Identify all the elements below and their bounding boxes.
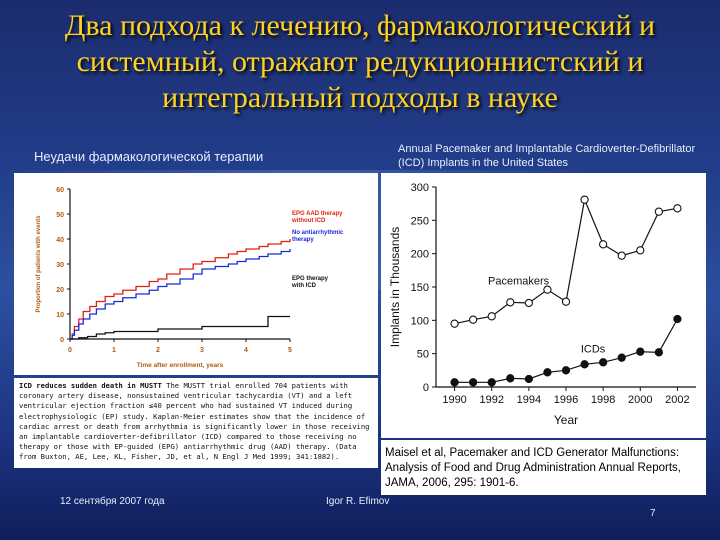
footer-date: 12 сентября 2007 года <box>60 496 165 507</box>
data-point-pacemakers <box>673 204 682 213</box>
x-tick-label: 2 <box>156 347 160 354</box>
data-point-pacemakers <box>487 312 496 321</box>
data-point-icds <box>561 366 571 375</box>
x-tick-label: 1996 <box>554 394 578 406</box>
y-tick-label: 40 <box>56 237 64 244</box>
y-tick-label: 30 <box>56 262 64 269</box>
series-label-1: EPG AAD therapy without ICD <box>291 211 343 224</box>
footer-author: Igor R. Efimov <box>326 496 390 507</box>
y-tick-label: 10 <box>56 312 64 319</box>
page-number: 7 <box>650 508 656 519</box>
data-point-pacemakers <box>524 298 534 308</box>
data-point-pacemakers <box>543 285 552 294</box>
y-axis-label: Implants in Thousands <box>388 227 402 348</box>
data-point-pacemakers <box>450 319 459 328</box>
data-point-icds <box>450 378 459 387</box>
data-point-icds <box>543 368 552 377</box>
data-point-icds <box>617 353 626 362</box>
mustt-body: The MUSTT trial enrolled 704 patients wi… <box>19 381 370 462</box>
mustt-description: ICD reduces sudden death in MUSTT The MU… <box>14 378 378 468</box>
data-point-icds <box>580 360 589 369</box>
y-tick-label: 100 <box>411 315 429 327</box>
data-point-pacemakers <box>654 207 664 216</box>
y-axis-label: Proportion of patients with events <box>36 215 42 313</box>
data-point-icds <box>506 374 515 383</box>
y-tick-label: 50 <box>417 349 429 361</box>
data-point-pacemakers <box>598 240 608 249</box>
y-tick-label: 0 <box>60 337 64 344</box>
y-tick-label: 150 <box>411 282 429 294</box>
kaplan-meier-chart-panel: 0 10 20 30 40 50 60 0 1 2 3 4 5 Time after enrollment… <box>14 173 378 375</box>
data-point-pacemakers <box>617 251 626 260</box>
data-point-pacemakers <box>636 246 645 255</box>
km-curve-1 <box>70 239 291 340</box>
data-point-icds <box>524 374 534 384</box>
implants-chart-panel: 0 50 100 150 200 250 300 1990 1992 1994 1996 1998 20… <box>381 173 706 438</box>
x-tick-label: 1998 <box>591 394 615 406</box>
left-caption: Неудачи фармакологической терапии <box>34 149 264 164</box>
kaplan-meier-chart: 0 10 20 30 40 50 60 0 1 2 3 4 5 Time after enrollment… <box>36 187 344 369</box>
data-point-icds <box>673 314 682 324</box>
mustt-heading: ICD reduces sudden death in MUSTT <box>19 381 162 390</box>
km-curve-3 <box>70 315 290 340</box>
y-tick-label: 0 <box>423 382 429 394</box>
data-point-icds <box>487 378 496 387</box>
data-point-icds <box>654 348 664 357</box>
x-tick-label: 4 <box>244 347 248 354</box>
x-tick-label: 1 <box>112 347 116 354</box>
x-tick-label: 1992 <box>479 394 503 406</box>
right-chart-title: Annual Pacemaker and Implantable Cardiov… <box>398 143 696 169</box>
y-tick-label: 250 <box>411 215 429 227</box>
y-tick-label: 20 <box>56 287 64 294</box>
citation: Maisel et al, Pacemaker and ICD Generato… <box>381 440 706 495</box>
slide-title: Два подхода к лечению, фармакологический… <box>64 9 656 114</box>
x-axis-label: Time after enrollment, years <box>137 362 224 369</box>
x-tick-label: 2002 <box>665 394 689 406</box>
data-point-icds <box>468 378 478 387</box>
implants-chart: 0 50 100 150 200 250 300 1990 1992 1994 1996 1998 20… <box>388 182 696 427</box>
data-point-icds <box>598 358 608 367</box>
x-tick-label: 5 <box>288 347 292 354</box>
data-point-pacemakers <box>580 195 589 204</box>
series-label-icds: ICDs <box>581 343 606 355</box>
x-tick-label: 2000 <box>628 394 652 406</box>
x-tick-label: 1994 <box>517 394 541 406</box>
data-point-pacemakers <box>561 297 571 306</box>
y-tick-label: 50 <box>56 212 64 219</box>
y-tick-label: 200 <box>411 249 429 261</box>
km-curve-2 <box>70 249 291 340</box>
x-tick-label: 3 <box>200 347 204 354</box>
data-point-pacemakers <box>468 315 478 324</box>
x-axis-label: Year <box>554 413 578 427</box>
y-tick-label: 300 <box>411 182 429 194</box>
data-point-pacemakers <box>506 298 515 307</box>
data-point-icds <box>636 347 645 356</box>
series-label-pacemakers: Pacemakers <box>488 275 550 287</box>
x-tick-label: 1990 <box>442 394 466 406</box>
series-label-3: EPG therapy with ICD <box>291 276 329 289</box>
x-tick-label: 0 <box>68 347 72 354</box>
y-tick-label: 60 <box>56 187 64 194</box>
series-label-2: No antiarrhythmic therapy <box>292 230 344 243</box>
